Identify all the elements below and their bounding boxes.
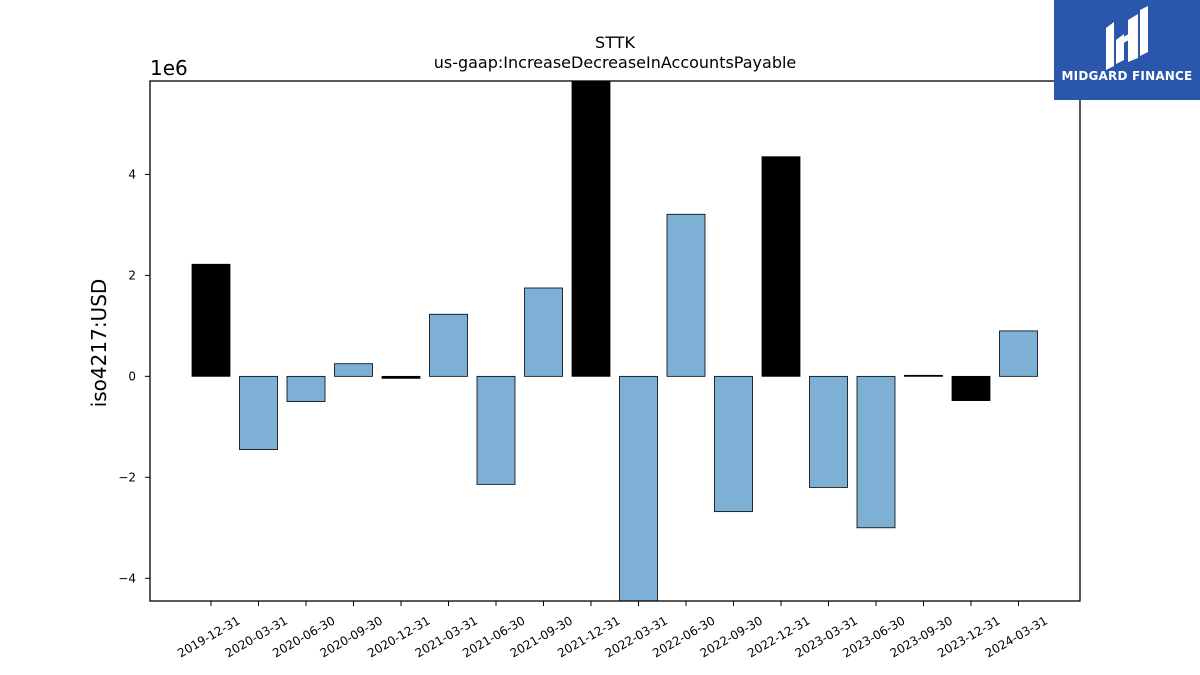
bar-2023-06-30 [856,375,896,529]
mf-monogram-icon [1106,6,1148,70]
x-ticks-group: 2019-12-312020-03-312020-06-302020-09-30… [175,601,1050,660]
y-scale-label: 1e6 [150,56,188,80]
bar-2023-03-31 [809,375,848,488]
brand-logo: MIDGARD FINANCE [1054,0,1200,100]
bar-2023-12-31 [951,375,991,401]
bar-2023-09-30 [904,374,943,377]
y-tick-label: 0 [128,369,136,383]
bar-2020-03-31 [239,375,278,450]
brand-name: MIDGARD FINANCE [1061,69,1193,83]
y-axis-label: iso4217:USD [87,279,111,408]
bar-2021-03-31 [429,313,468,377]
y-tick-label: −2 [118,470,136,484]
bar-2022-06-30 [666,213,706,377]
y-tick-label: 4 [128,167,136,181]
bars-group [191,80,1038,602]
bar-2020-06-30 [286,375,326,402]
bar-2021-12-31 [571,80,611,377]
bar-2022-12-31 [761,156,801,377]
y-tick-label: −4 [118,571,136,585]
bar-2020-09-30 [334,363,373,377]
chart-subtitle: us-gaap:IncreaseDecreaseInAccountsPayabl… [434,53,797,72]
bar-2022-03-31 [619,375,658,602]
bar-2024-03-31 [999,330,1038,377]
bar-2021-09-30 [524,287,563,377]
y-ticks-group: −4 −2 0 2 4 [118,167,150,585]
y-tick-label: 2 [128,268,136,282]
bar-2019-12-31 [191,263,231,377]
chart-title: STTK [595,33,635,52]
bar-2022-09-30 [714,375,753,513]
plot-frame [149,80,1081,602]
bar-2021-06-30 [476,375,516,485]
bar-2020-12-31 [381,375,421,379]
